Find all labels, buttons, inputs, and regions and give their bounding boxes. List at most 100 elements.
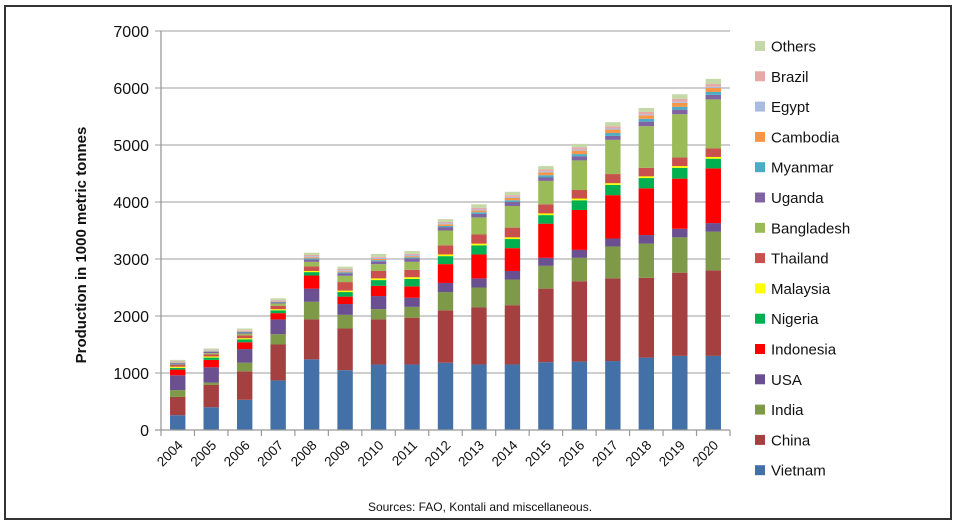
bar-egypt-2018 (639, 114, 654, 115)
bar-indonesia-2006 (237, 342, 252, 349)
legend-label: India (771, 402, 804, 419)
bar-myanmar-2017 (605, 133, 620, 136)
bar-china-2019 (672, 273, 687, 356)
bar-bangladesh-2010 (371, 264, 386, 271)
bar-bangladesh-2005 (204, 353, 219, 354)
bar-stack-2006 (237, 329, 252, 430)
bar-stack-2008 (304, 253, 319, 430)
x-tick-label: 2006 (221, 438, 253, 470)
bar-bangladesh-2011 (404, 262, 419, 270)
bar-vietnam-2006 (237, 400, 252, 430)
bar-thailand-2020 (706, 148, 721, 157)
bar-cambodia-2011 (404, 256, 419, 257)
legend-label: China (771, 432, 811, 449)
bar-indonesia-2011 (404, 286, 419, 297)
bar-bangladesh-2012 (438, 231, 453, 246)
bar-stack-2010 (371, 254, 386, 430)
bar-vietnam-2012 (438, 363, 453, 430)
bar-stack-2020 (706, 79, 721, 430)
bar-egypt-2015 (538, 171, 553, 172)
bar-china-2012 (438, 310, 453, 362)
bar-china-2006 (237, 371, 252, 400)
bar-egypt-2013 (471, 209, 486, 210)
bar-others-2020 (706, 79, 721, 84)
x-tick-label: 2005 (187, 438, 219, 470)
bar-stack-2007 (270, 298, 285, 430)
bar-others-2012 (438, 219, 453, 222)
bar-bangladesh-2008 (304, 262, 319, 267)
y-tick-label: 1000 (113, 366, 149, 383)
legend-swatch (755, 71, 765, 81)
bar-india-2011 (404, 307, 419, 318)
bar-malaysia-2014 (505, 237, 520, 239)
bar-egypt-2020 (706, 87, 721, 88)
bar-thailand-2008 (304, 266, 319, 271)
bar-cambodia-2018 (639, 115, 654, 118)
bar-indonesia-2017 (605, 195, 620, 238)
bar-bangladesh-2006 (237, 334, 252, 336)
bar-cambodia-2017 (605, 130, 620, 133)
bar-brazil-2006 (237, 330, 252, 331)
bar-indonesia-2010 (371, 286, 386, 296)
bar-thailand-2016 (572, 190, 587, 199)
bar-nigeria-2013 (471, 245, 486, 254)
bar-brazil-2012 (438, 222, 453, 223)
bar-vietnam-2004 (170, 415, 185, 430)
x-tick-label: 2016 (556, 438, 588, 470)
bar-egypt-2014 (505, 197, 520, 198)
bar-egypt-2004 (170, 362, 185, 363)
bar-bangladesh-2015 (538, 181, 553, 204)
bar-uganda-2011 (404, 258, 419, 261)
bar-indonesia-2005 (204, 360, 219, 367)
legend-swatch (755, 435, 765, 445)
bar-others-2018 (639, 108, 654, 112)
bar-myanmar-2015 (538, 175, 553, 177)
legend-swatch (755, 283, 765, 293)
bar-brazil-2018 (639, 112, 654, 114)
bar-thailand-2007 (270, 306, 285, 309)
bar-myanmar-2007 (270, 302, 285, 303)
legend-item-vietnam: Vietnam (755, 463, 826, 480)
bar-vietnam-2019 (672, 356, 687, 430)
bar-bangladesh-2007 (270, 303, 285, 305)
legend-label: Others (771, 39, 816, 56)
bar-usa-2014 (505, 271, 520, 280)
y-tick-label: 7000 (113, 24, 149, 41)
bar-india-2015 (538, 266, 553, 289)
bar-china-2005 (204, 385, 219, 407)
bar-myanmar-2019 (672, 107, 687, 110)
x-tick-label: 2007 (254, 438, 286, 470)
bar-egypt-2017 (605, 128, 620, 129)
bar-india-2010 (371, 309, 386, 319)
x-tick-label: 2017 (589, 438, 621, 470)
bar-cambodia-2014 (505, 198, 520, 200)
legend: Others Brazil Egypt Cambodia Myanmar Uganda Ba… (755, 39, 850, 480)
bar-others-2017 (605, 122, 620, 126)
source-note-text: Sources: FAO, Kontali and miscellaneous. (368, 500, 592, 514)
bar-thailand-2015 (538, 204, 553, 213)
bar-malaysia-2011 (404, 277, 419, 279)
bar-china-2015 (538, 289, 553, 363)
bar-india-2014 (505, 280, 520, 306)
bar-usa-2004 (170, 375, 185, 390)
bar-usa-2006 (237, 349, 252, 363)
bar-nigeria-2014 (505, 239, 520, 248)
x-tick-label: 2019 (656, 438, 688, 470)
bar-india-2018 (639, 244, 654, 278)
bar-myanmar-2013 (471, 212, 486, 214)
y-tick-label: 5000 (113, 138, 149, 155)
bar-china-2004 (170, 397, 185, 415)
bar-myanmar-2004 (170, 363, 185, 364)
bar-bangladesh-2017 (605, 140, 620, 174)
legend-swatch (755, 193, 765, 203)
bar-nigeria-2020 (706, 159, 721, 169)
bar-uganda-2014 (505, 202, 520, 206)
bar-china-2009 (337, 329, 352, 371)
bar-vietnam-2011 (404, 364, 419, 430)
bar-vietnam-2020 (706, 356, 721, 430)
bar-malaysia-2007 (270, 309, 285, 310)
bar-stack-2005 (204, 348, 219, 430)
bar-cambodia-2016 (572, 151, 587, 154)
bar-uganda-2006 (237, 333, 252, 334)
bar-indonesia-2008 (304, 276, 319, 289)
